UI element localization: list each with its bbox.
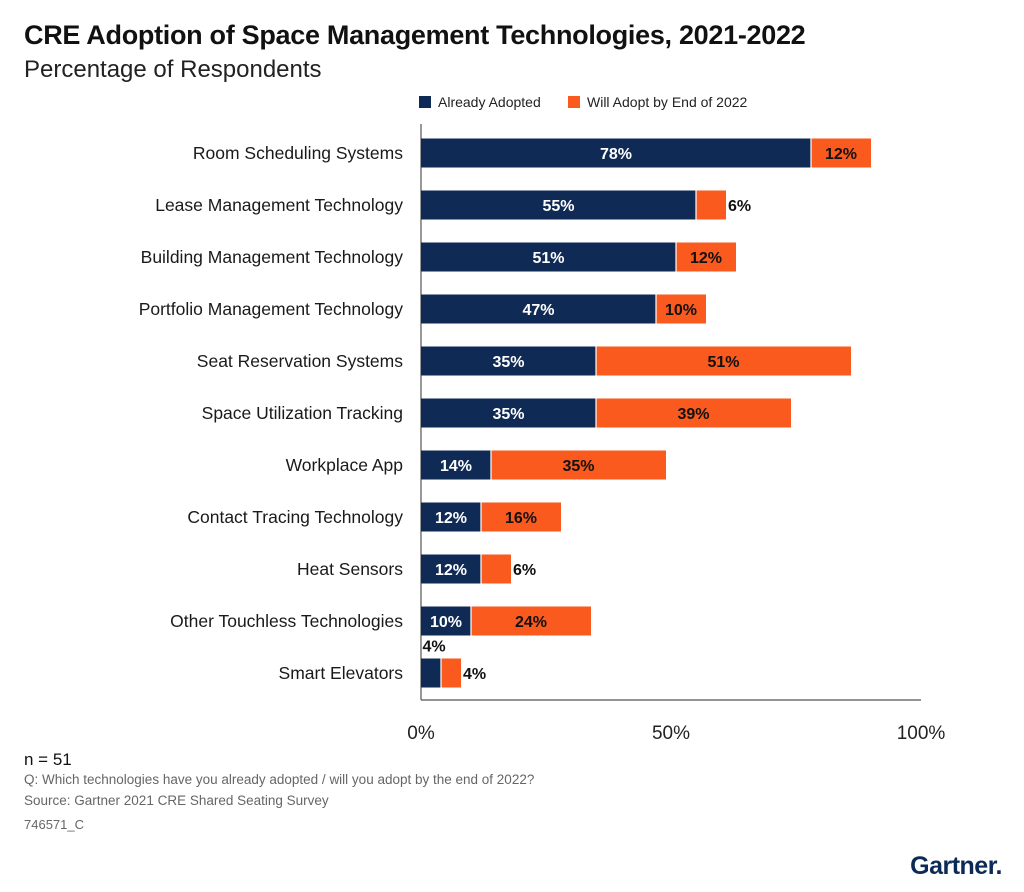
- data-label-adopted: 51%: [532, 250, 564, 267]
- category-label: Space Utilization Tracking: [202, 403, 403, 423]
- data-label-will-adopt: 39%: [677, 406, 709, 423]
- data-label-adopted: 35%: [492, 406, 524, 423]
- bar-already-adopted: [421, 138, 811, 168]
- legend-swatch-1: [568, 96, 580, 108]
- bar-already-adopted: [421, 242, 676, 272]
- source-note: Source: Gartner 2021 CRE Shared Seating …: [24, 793, 329, 808]
- data-label-adopted: 55%: [542, 198, 574, 215]
- bar-will-adopt: [596, 346, 851, 376]
- data-label-adopted: 14%: [440, 458, 472, 475]
- data-label-will-adopt: 51%: [707, 354, 739, 371]
- data-label-will-adopt: 12%: [825, 146, 857, 163]
- bar-already-adopted: [421, 190, 696, 220]
- data-label-will-adopt: 4%: [463, 666, 486, 683]
- data-label-adopted: 47%: [522, 302, 554, 319]
- bar-already-adopted: [421, 450, 491, 480]
- data-label-will-adopt: 6%: [513, 562, 536, 579]
- data-label-will-adopt: 12%: [690, 250, 722, 267]
- category-label: Portfolio Management Technology: [139, 299, 404, 319]
- bar-will-adopt: [596, 398, 791, 428]
- data-label-adopted: 4%: [422, 639, 445, 656]
- data-label-adopted: 78%: [600, 146, 632, 163]
- x-tick-label-0: 0%: [407, 723, 435, 744]
- category-label: Room Scheduling Systems: [193, 143, 403, 163]
- bar-will-adopt: [441, 658, 461, 688]
- data-label-will-adopt: 6%: [728, 198, 751, 215]
- legend-swatch-0: [419, 96, 431, 108]
- bar-will-adopt: [811, 138, 871, 168]
- category-label: Contact Tracing Technology: [187, 507, 403, 527]
- category-label: Lease Management Technology: [155, 195, 403, 215]
- stacked-bar-chart: Already Adopted Will Adopt by End of 2022…: [139, 94, 946, 744]
- category-label: Heat Sensors: [297, 559, 403, 579]
- bar-will-adopt: [481, 554, 511, 584]
- data-label-adopted: 12%: [435, 510, 467, 527]
- data-label-adopted: 35%: [492, 354, 524, 371]
- x-tick-label-1: 50%: [652, 723, 690, 744]
- legend-label-0: Already Adopted: [438, 94, 541, 110]
- bar-will-adopt: [481, 502, 561, 532]
- sample-size: n = 51: [24, 750, 72, 769]
- bar-already-adopted: [421, 606, 471, 636]
- gartner-logo: Gartner.: [910, 852, 1002, 880]
- data-label-will-adopt: 24%: [515, 614, 547, 631]
- bar-will-adopt: [676, 242, 736, 272]
- x-tick-label-2: 100%: [897, 723, 946, 744]
- figure-id: 746571_C: [24, 817, 84, 832]
- data-label-will-adopt: 35%: [562, 458, 594, 475]
- category-label: Workplace App: [286, 455, 403, 475]
- bar-already-adopted: [421, 554, 481, 584]
- survey-question: Q: Which technologies have you already a…: [24, 772, 535, 787]
- data-label-adopted: 12%: [435, 562, 467, 579]
- category-label: Seat Reservation Systems: [197, 351, 403, 371]
- chart-subtitle: Percentage of Respondents: [24, 56, 322, 83]
- legend-label-1: Will Adopt by End of 2022: [587, 94, 748, 110]
- chart-title: CRE Adoption of Space Management Technol…: [24, 20, 806, 50]
- bar-will-adopt: [656, 294, 706, 324]
- bar-already-adopted: [421, 658, 441, 688]
- bar-will-adopt: [471, 606, 591, 636]
- bar-will-adopt: [491, 450, 666, 480]
- bar-already-adopted: [421, 346, 596, 376]
- bar-will-adopt: [696, 190, 726, 220]
- category-label: Smart Elevators: [279, 663, 404, 683]
- category-label: Other Touchless Technologies: [170, 611, 403, 631]
- data-label-will-adopt: 10%: [665, 302, 697, 319]
- bar-already-adopted: [421, 502, 481, 532]
- category-label: Building Management Technology: [141, 247, 404, 267]
- data-label-adopted: 10%: [430, 614, 462, 631]
- bar-already-adopted: [421, 294, 656, 324]
- data-label-will-adopt: 16%: [505, 510, 537, 527]
- bar-already-adopted: [421, 398, 596, 428]
